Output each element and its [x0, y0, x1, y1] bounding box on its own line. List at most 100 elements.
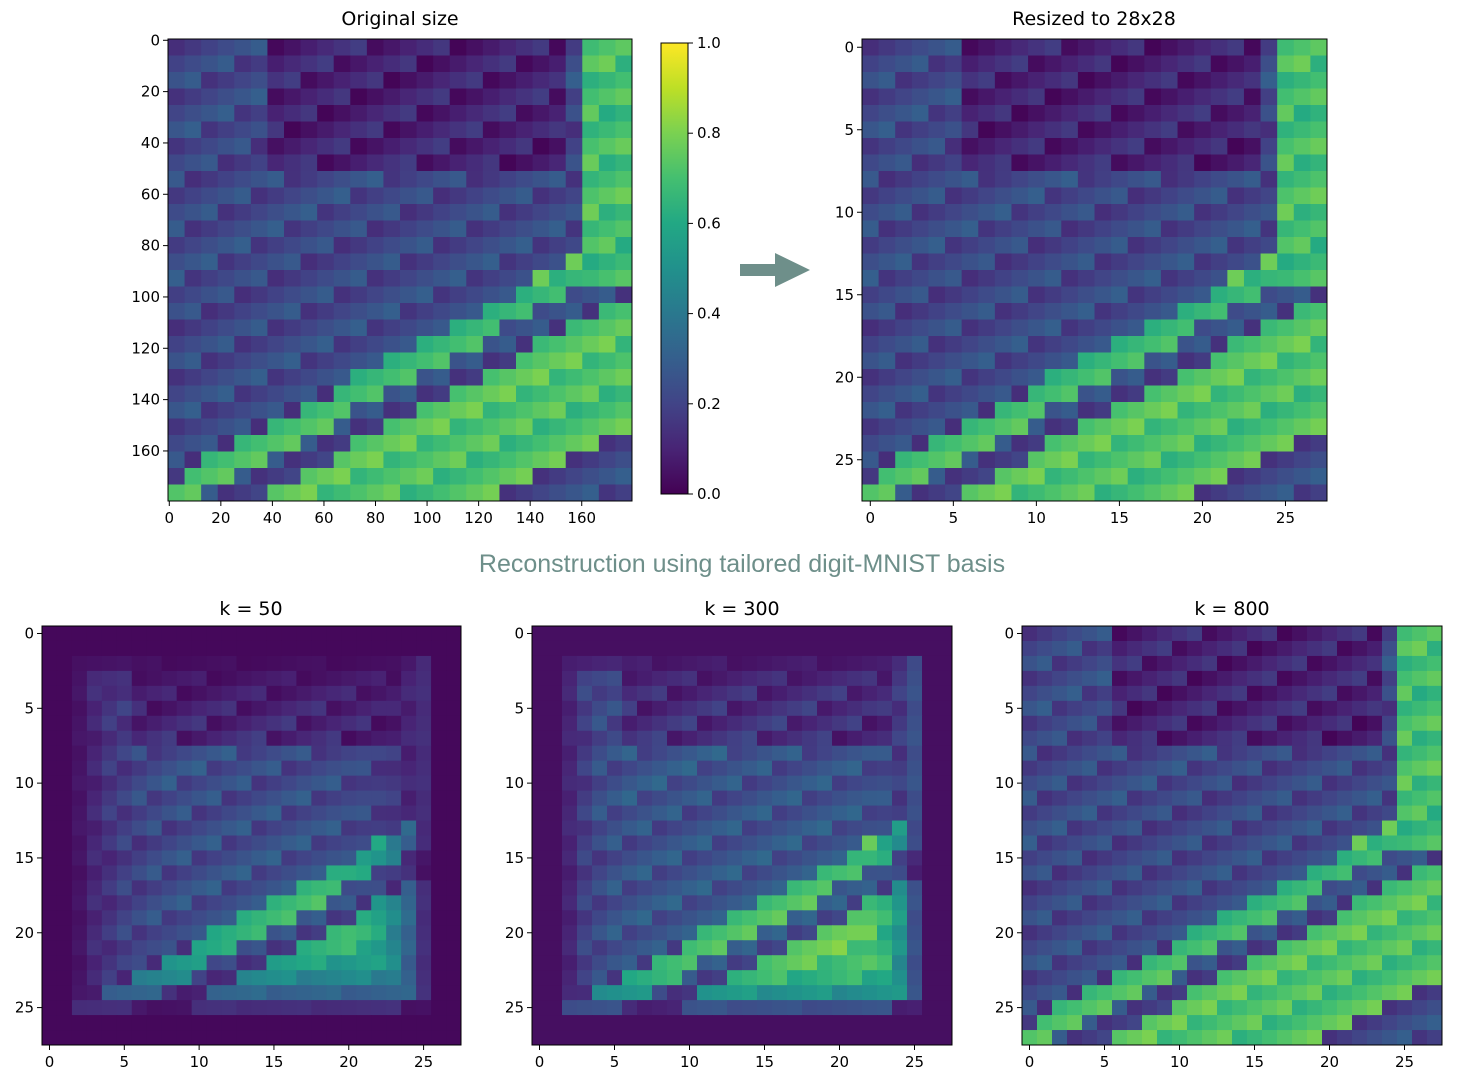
heatmap-cell: [1247, 940, 1263, 956]
heatmap-cell: [356, 1000, 372, 1016]
heatmap-cell: [482, 72, 500, 89]
heatmap-cell: [1307, 775, 1323, 792]
heatmap-cell: [1307, 910, 1323, 926]
heatmap-cell: [757, 745, 773, 762]
heatmap-cell: [1277, 745, 1293, 762]
heatmap-cell: [1097, 1030, 1113, 1046]
heatmap-cell: [416, 820, 432, 836]
heatmap-cell: [350, 154, 368, 172]
heatmap-cell: [928, 138, 946, 155]
heatmap-cell: [131, 940, 148, 956]
heatmap-cell: [1028, 171, 1046, 188]
heatmap-cell: [682, 670, 698, 687]
heatmap-cell: [1202, 865, 1218, 881]
heatmap-cell: [116, 970, 133, 986]
heatmap-cell: [1217, 895, 1233, 911]
heatmap-cell: [911, 484, 929, 502]
heatmap-cell: [1022, 880, 1038, 896]
heatmap-cell: [326, 790, 342, 807]
heatmap-cell: [1037, 685, 1053, 702]
heatmap-cell: [532, 39, 550, 56]
heatmap-cell: [236, 700, 252, 717]
heatmap-cell: [416, 39, 434, 56]
heatmap-cell: [1277, 39, 1295, 56]
heatmap-cell: [482, 319, 500, 337]
heatmap-cell: [1177, 171, 1195, 188]
heatmap-cell: [516, 237, 534, 254]
heatmap-cell: [1177, 204, 1195, 221]
heatmap-cell: [1367, 730, 1383, 747]
heatmap-cell: [742, 760, 758, 777]
heatmap-cell: [565, 253, 583, 271]
heatmap-cell: [431, 700, 447, 717]
heatmap-cell: [757, 880, 773, 896]
heatmap-cell: [1243, 88, 1262, 106]
heatmap-cell: [1194, 303, 1212, 320]
heatmap-cell: [862, 775, 878, 792]
heatmap-cell: [1172, 955, 1188, 971]
heatmap-cell: [42, 985, 58, 1001]
heatmap-cell: [131, 850, 148, 866]
heatmap-cell: [281, 715, 297, 732]
heatmap-cell: [911, 237, 929, 254]
heatmap-cell: [682, 760, 698, 777]
heatmap-cell: [1028, 336, 1046, 353]
heatmap-cell: [284, 220, 302, 238]
heatmap-cell: [582, 336, 600, 353]
heatmap-cell: [862, 970, 878, 986]
heatmap-cell: [1262, 940, 1278, 956]
heatmap-cell: [622, 790, 638, 807]
heatmap-cell: [1094, 253, 1112, 271]
heatmap-cell: [482, 435, 500, 452]
heatmap-cell: [895, 319, 913, 337]
heatmap-cell: [1142, 955, 1158, 971]
heatmap-cell: [433, 303, 451, 320]
heatmap-cell: [592, 880, 608, 896]
heatmap-cell: [267, 220, 285, 238]
heatmap-cell: [727, 790, 743, 807]
heatmap-cell: [862, 895, 878, 911]
heatmap-cell: [892, 805, 908, 822]
heatmap-cell: [400, 402, 418, 419]
heatmap-cell: [1307, 865, 1323, 881]
heatmap-cell: [547, 730, 563, 747]
heatmap-cell: [832, 715, 848, 732]
heatmap-cell: [592, 775, 608, 792]
heatmap-cell: [1412, 760, 1428, 777]
heatmap-cell: [877, 865, 893, 881]
heatmap-cell: [1082, 970, 1098, 986]
heatmap-cell: [1028, 88, 1046, 106]
heatmap-cell: [1111, 138, 1129, 155]
heatmap-cell: [1157, 805, 1173, 822]
heatmap-cell: [449, 352, 467, 370]
heatmap-cell: [499, 336, 517, 353]
heatmap-cell: [206, 940, 223, 956]
heatmap-cell: [383, 451, 401, 469]
heatmap-cell: [383, 352, 401, 370]
heatmap-cell: [56, 775, 73, 792]
heatmap-cell: [251, 685, 267, 702]
heatmap-cell: [366, 468, 384, 485]
heatmap-cell: [1187, 1000, 1203, 1016]
heatmap-cell: [547, 910, 563, 926]
heatmap-cell: [1243, 352, 1262, 370]
heatmap-cell: [161, 1000, 178, 1016]
heatmap-cell: [607, 835, 623, 851]
heatmap-cell: [1243, 270, 1262, 287]
heatmap-cell: [582, 55, 600, 73]
heatmap-cell: [1022, 685, 1038, 702]
heatmap-cell: [532, 402, 550, 419]
heatmap-cell: [1337, 820, 1353, 836]
heatmap-cell: [333, 451, 351, 469]
heatmap-cell: [1247, 1015, 1263, 1031]
heatmap-cell: [161, 910, 178, 926]
heatmap-cell: [56, 850, 73, 866]
heatmap-cell: [1367, 790, 1383, 807]
heatmap-cell: [1217, 626, 1233, 642]
heatmap-cell: [1210, 72, 1228, 89]
heatmap-cell: [431, 955, 447, 971]
x-tick-label: 10: [1027, 509, 1046, 527]
heatmap-cell: [433, 138, 451, 155]
heatmap-cell: [234, 237, 252, 254]
heatmap-cell: [267, 171, 285, 188]
